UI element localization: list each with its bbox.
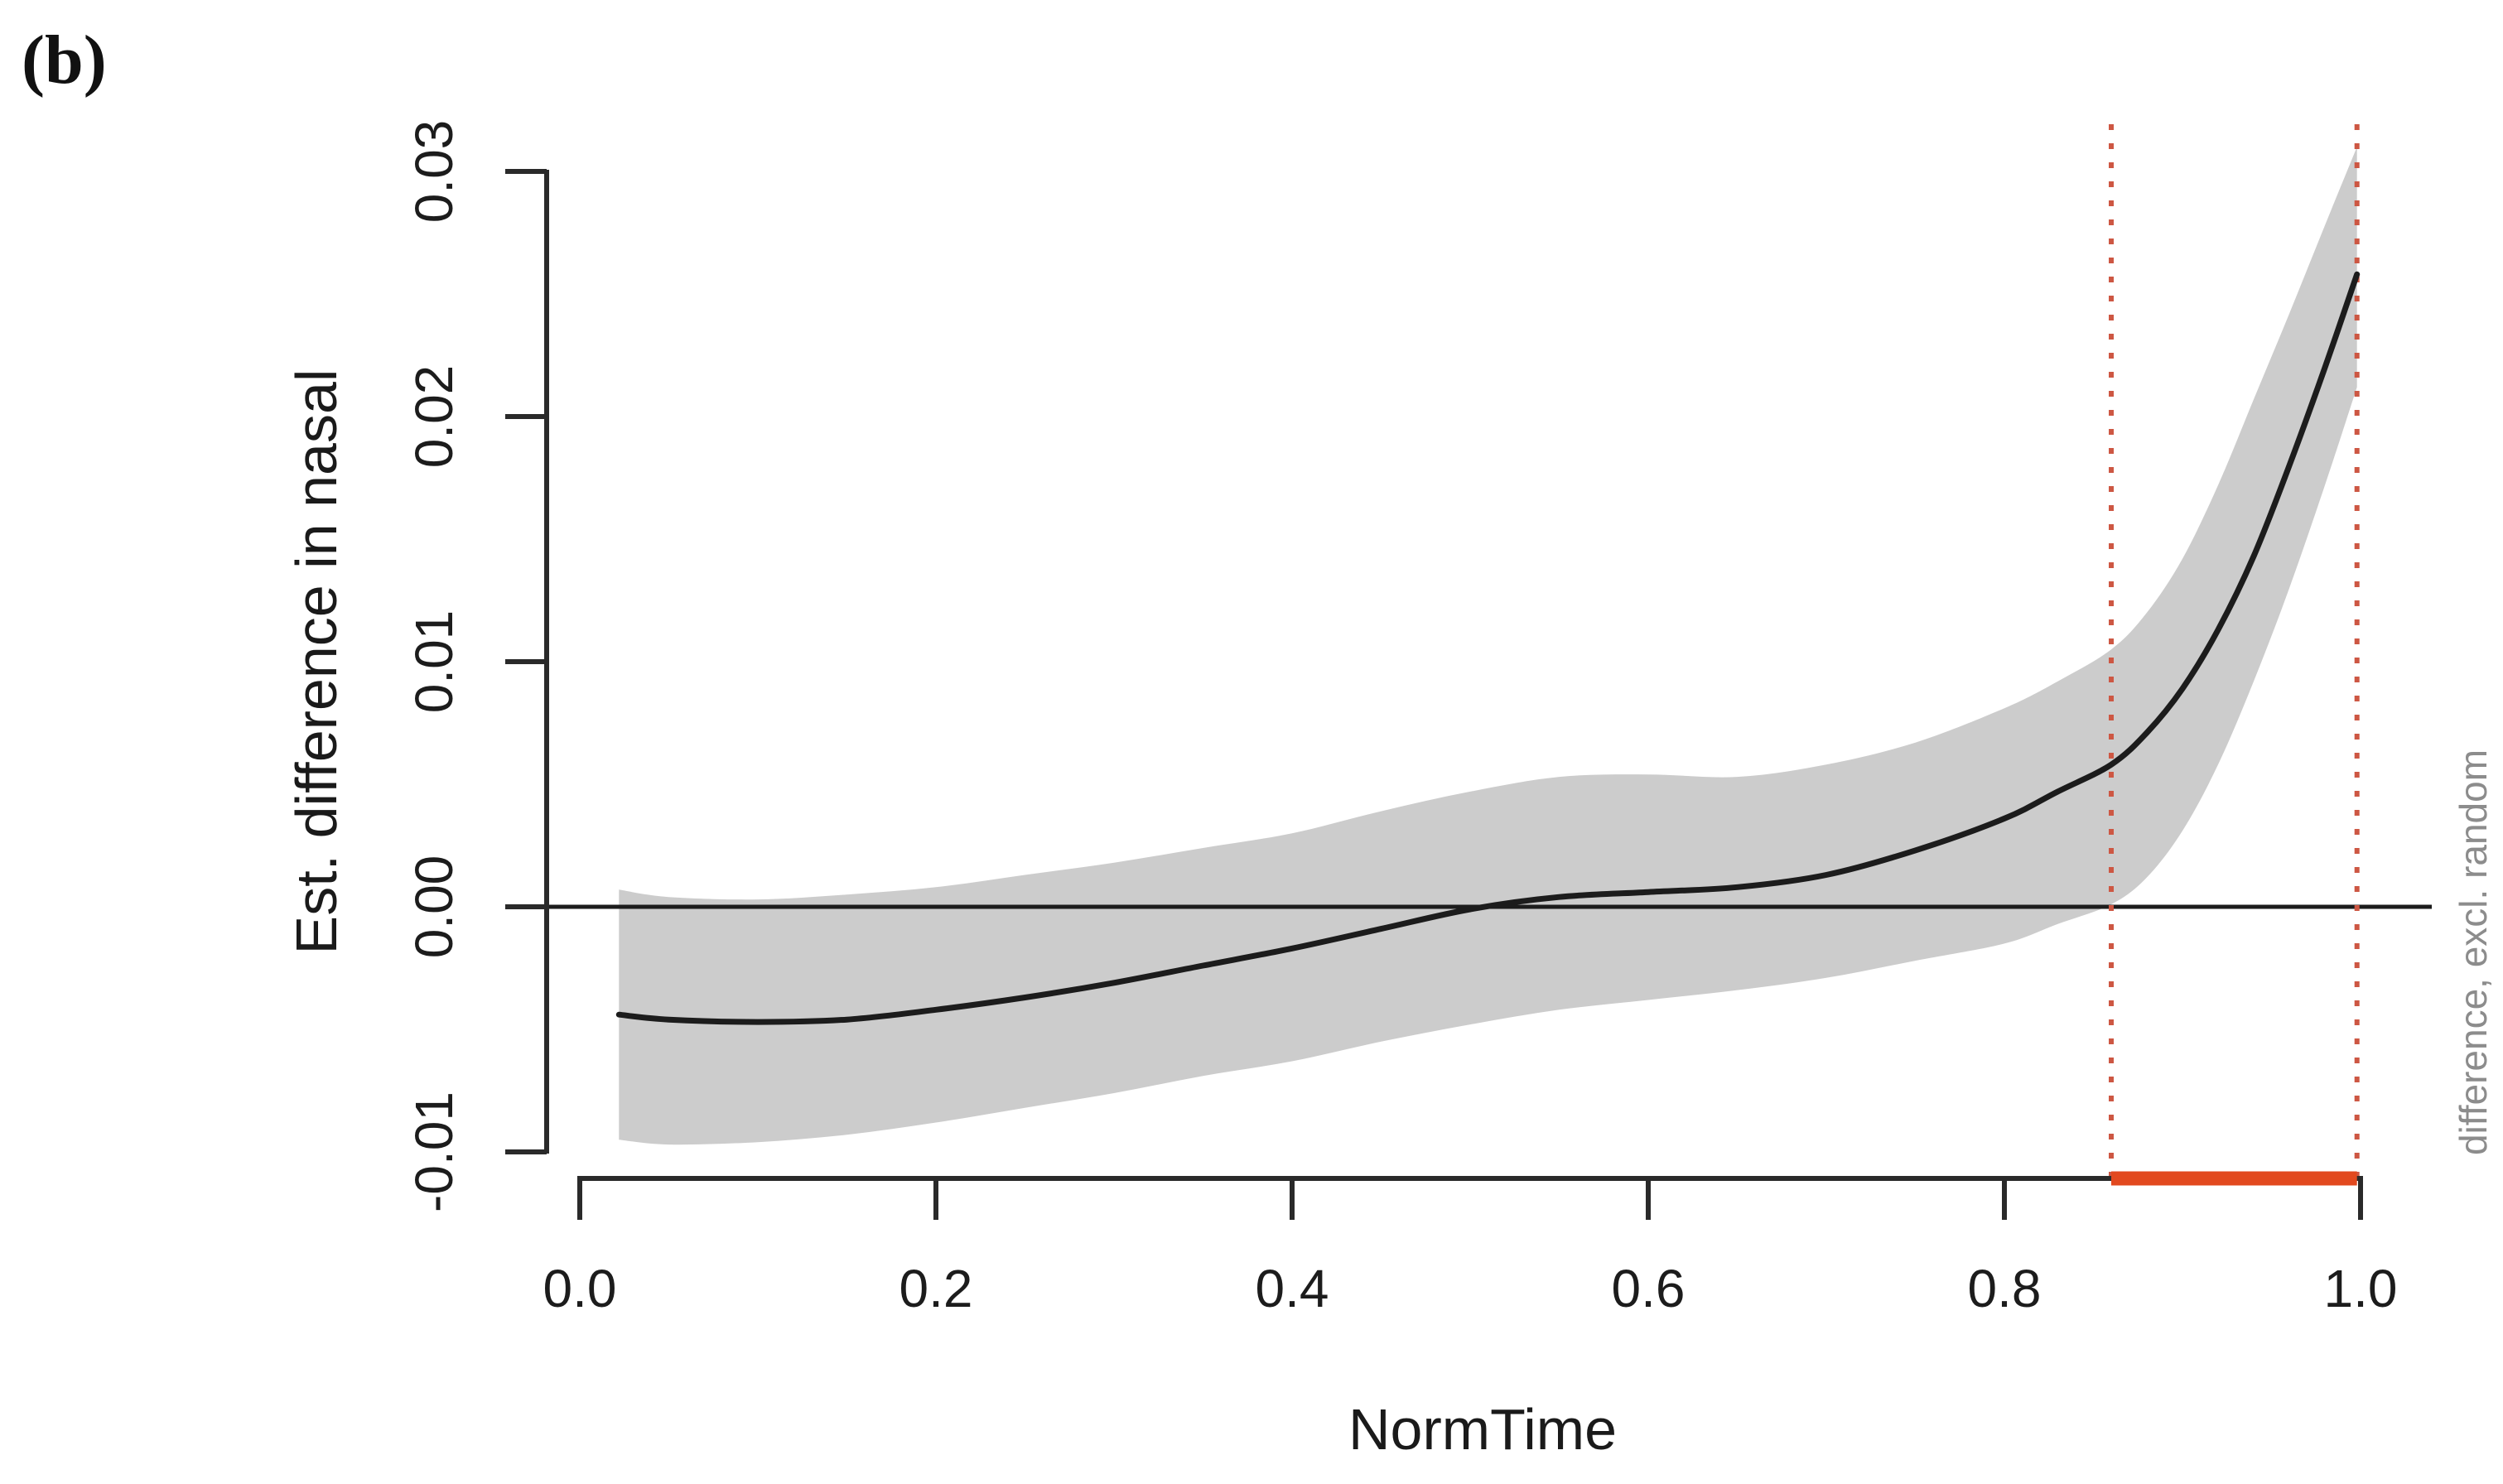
panel-label: (b) <box>22 22 107 99</box>
y-tick-label: 0.02 <box>404 365 464 469</box>
y-tick-label: 0.01 <box>404 610 464 714</box>
y-tick-label: 0.03 <box>404 120 464 224</box>
x-tick-label: 0.2 <box>899 1259 973 1318</box>
x-axis-title: NormTime <box>1348 1397 1617 1462</box>
x-tick-label: 0.8 <box>1968 1259 2042 1318</box>
y-tick-label: -0.01 <box>404 1091 464 1212</box>
confidence-band <box>619 147 2357 1145</box>
y-tick-label: 0.00 <box>404 855 464 959</box>
x-tick-label: 1.0 <box>2324 1259 2398 1318</box>
y-axis-title: Est. difference in nasal <box>284 369 349 955</box>
plot-area: -0.01 0.00 0.01 0.02 0.03 0.0 0.2 0.4 0.6 0.8 1.0 <box>404 120 2432 1318</box>
x-tick-label: 0.0 <box>543 1259 617 1318</box>
x-tick-label: 0.6 <box>1612 1259 1686 1318</box>
side-annotation: difference, excl. random <box>2452 749 2495 1155</box>
x-tick-label: 0.4 <box>1256 1259 1329 1318</box>
difference-smooth-curve <box>615 271 2361 1025</box>
